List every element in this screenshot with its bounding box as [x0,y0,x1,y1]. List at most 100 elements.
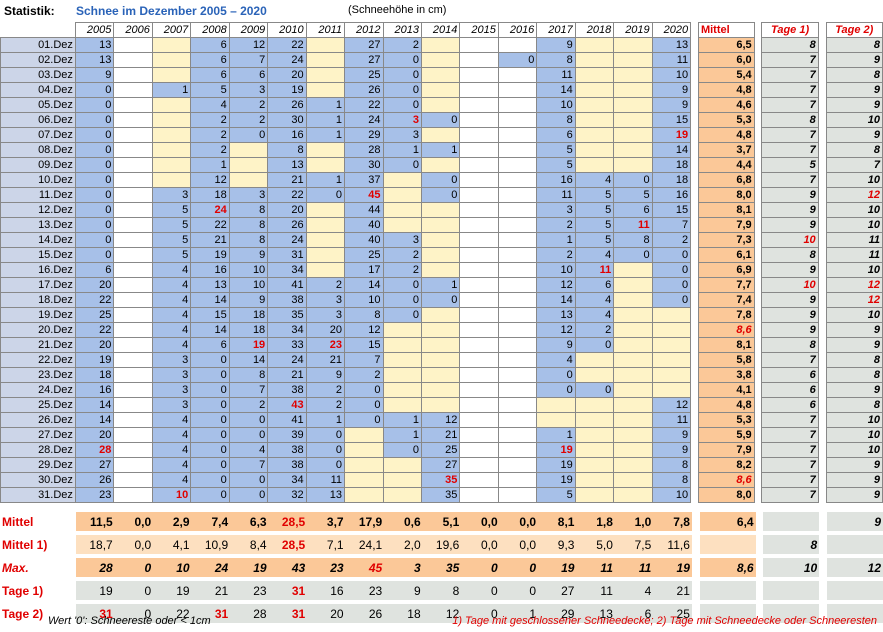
snow-cell [459,112,499,128]
snow-cell: 16 [536,172,576,188]
snow-cell: 2 [228,97,269,113]
summary-label: Mittel 1) [2,537,48,552]
snow-cell: 9 [74,67,115,83]
snow-cell: 0 [190,397,230,413]
snow-cell [459,172,499,188]
snow-cell: 11 [651,412,692,428]
snow-cell: 4 [151,472,192,488]
spacer [690,337,699,353]
snow-cell: 0 [305,442,346,458]
snow-cell: 11 [305,472,346,488]
snow-cell: 0 [344,397,384,413]
year-header: 2020 [651,22,692,38]
summary-cell: 11,6 [653,535,692,554]
snow-cell: 0 [613,172,653,188]
snow-cell: 11 [536,187,576,203]
snow-cell [113,472,153,488]
daily-mean: 8,6 [697,322,755,338]
summary-cell: 26 [345,604,385,623]
summary-cell: 24,1 [345,535,385,554]
snow-cell: 21 [267,367,307,383]
snow-cell: 9 [651,427,692,443]
snow-cell: 5 [151,247,192,263]
spacer [754,277,762,293]
spacer [818,352,827,368]
snow-cell [497,487,538,503]
summary-cell: 24 [191,558,231,577]
snow-cell: 16 [267,127,307,143]
snow-cell [574,67,615,83]
table-row: 24.Dez 16 3 0 7 38 2 0 0 0 4,1 6 9 [0,382,883,398]
summary-cell: 17,9 [345,512,385,531]
summary-cell: 4 [614,581,654,600]
days-closed-cover: 7 [761,457,819,473]
snow-cell: 8 [228,217,269,233]
snow-cell: 0 [190,472,230,488]
snow-cell [113,157,153,173]
snow-cell: 1 [382,142,422,158]
year-header: 2009 [228,22,269,38]
spacer [754,442,762,458]
snow-cell: 0 [228,487,269,503]
summary-cell: 0,0 [461,535,500,554]
header-row: 2005 2006 2007 2008 2009 2010 2011 2012 2013 2014… [0,22,883,38]
snow-cell: 45 [344,187,384,203]
snow-cell: 8 [613,232,653,248]
day-label: 20.Dez [0,322,76,338]
snow-cell: 2 [190,142,230,158]
snow-cell: 2 [536,247,576,263]
snow-cell [459,292,499,308]
snow-cell [113,187,153,203]
snow-cell [613,427,653,443]
days-closed-cover: 7 [761,52,819,68]
summary-cell: 6 [614,604,654,623]
spacer [818,277,827,293]
snow-cell [113,427,153,443]
summary-mean: 6,4 [699,512,756,531]
snow-cell [382,487,422,503]
snow-cell: 0 [420,187,461,203]
snow-cell [497,307,538,323]
spacer [818,202,827,218]
snow-cell: 33 [267,337,307,353]
day-label: 11.Dez [0,187,76,203]
days-any-snow: 9 [825,97,883,113]
spacer [818,22,827,38]
snow-cell [574,487,615,503]
spacer [754,337,762,353]
daily-mean: 4,8 [697,82,755,98]
snow-cell: 2 [574,322,615,338]
spacer [690,322,699,338]
snow-cell [497,472,538,488]
spacer [754,457,762,473]
snow-cell [497,427,538,443]
summary-cell: 4,1 [153,535,192,554]
snow-cell [151,37,192,53]
snow-cell: 0 [420,112,461,128]
daily-mean: 8,6 [697,472,755,488]
snow-cell: 11 [651,52,692,68]
table-row: 22.Dez 19 3 0 14 24 21 7 4 5,8 7 8 [0,352,883,368]
snow-cell [113,202,153,218]
snow-cell: 19 [651,127,692,143]
summary-cell: 3 [384,558,423,577]
summary-cell: 5,0 [576,535,615,554]
snow-cell [613,487,653,503]
snow-cell [382,337,422,353]
snow-cell [497,232,538,248]
day-label: 02.Dez [0,52,76,68]
summary-cell: 8 [422,581,462,600]
footer-note-right: 1) Tage mit geschlossener Schneedecke; 2… [452,615,877,627]
snow-cell: 0 [382,307,422,323]
spacer [754,82,762,98]
snow-cell: 37 [344,172,384,188]
snow-cell [344,457,384,473]
days-any-snow: 10 [825,262,883,278]
summary-label: Max. [2,560,29,575]
snow-cell [497,217,538,233]
summary-row: Mittel 1) 18,7 0,0 4,1 10,9 8,4 28,5 7,1 24,1 2,0… [0,535,883,554]
snow-cell [382,367,422,383]
summary-tage1 [763,604,820,623]
snow-cell: 25 [74,307,115,323]
snow-cell [497,142,538,158]
